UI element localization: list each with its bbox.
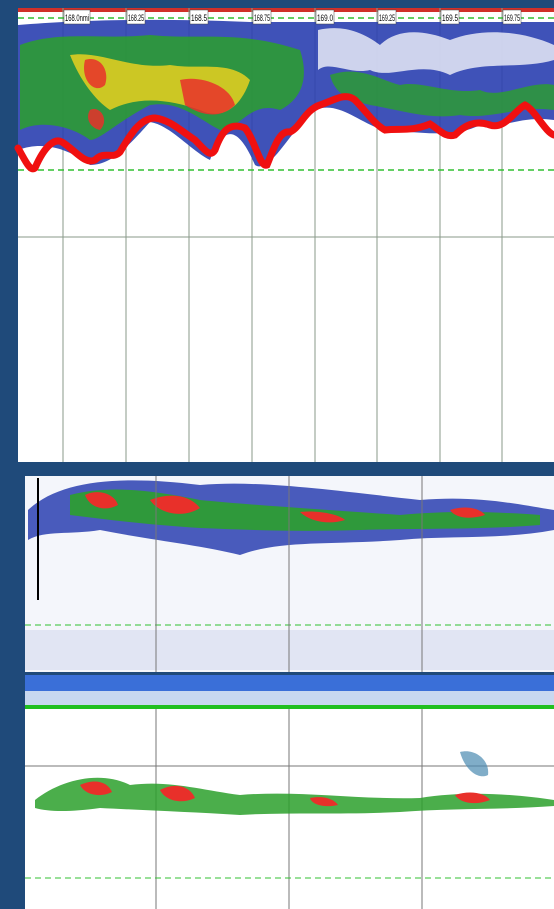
top-bar <box>18 8 554 12</box>
distance-label: 168.0nmi <box>65 13 89 23</box>
distance-label: 169.5 <box>442 13 458 23</box>
echogram-screenshot: 168.0nmi 168.25 168.5 168.75 169.0 169.25 169.… <box>0 0 554 909</box>
distance-label: 168.5 <box>191 13 207 23</box>
status-strip <box>25 705 554 709</box>
toolbar <box>25 691 554 705</box>
bottom-echogram <box>25 476 554 909</box>
distance-label: 169.25 <box>379 13 395 23</box>
page: 168.0nmi 168.25 168.5 168.75 169.0 169.25 169.… <box>0 0 554 909</box>
distance-label: 168.75 <box>254 13 270 23</box>
distance-label: 169.0 <box>317 13 333 23</box>
distance-label: 168.25 <box>128 13 144 23</box>
title-bar <box>25 675 554 691</box>
top-echogram: 168.0nmi 168.25 168.5 168.75 169.0 169.25 169.… <box>18 8 554 462</box>
distance-label: 169.75 <box>504 13 520 23</box>
